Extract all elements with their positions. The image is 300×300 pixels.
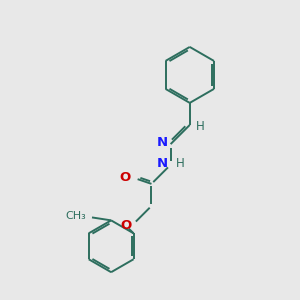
Text: H: H	[176, 157, 185, 170]
Text: O: O	[120, 219, 131, 232]
Text: CH₃: CH₃	[65, 211, 86, 221]
Text: O: O	[120, 171, 131, 184]
Text: N: N	[157, 157, 168, 170]
Text: H: H	[196, 120, 205, 133]
Text: N: N	[157, 136, 168, 149]
